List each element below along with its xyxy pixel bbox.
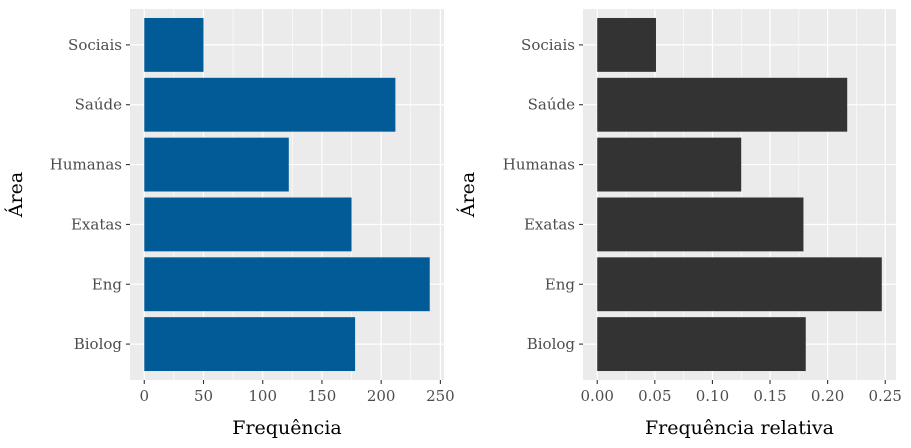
y-tick-label: Exatas	[71, 215, 122, 233]
x-axis: 0.00 0.05 0.10 0.15 0.20 0.25	[581, 380, 902, 405]
x-tick-label: 200	[367, 387, 396, 405]
y-tick-label: Biolog	[74, 335, 123, 353]
bar-exatas	[144, 197, 352, 252]
x-tick-label: 0.20	[811, 387, 844, 405]
bar-saúde	[144, 77, 396, 132]
y-axis-title: Área	[4, 172, 27, 218]
y-tick-label: Sociais	[521, 36, 575, 54]
x-axis-title: Frequência	[232, 417, 341, 439]
x-tick-label: 100	[248, 387, 277, 405]
bar-eng	[144, 257, 430, 312]
bar-eng	[597, 257, 882, 312]
bar-sociais	[144, 17, 204, 72]
bars	[144, 17, 430, 372]
y-tick-label: Saúde	[75, 96, 122, 114]
y-axis: Biolog Eng Exatas Humanas Saúde Sociais	[503, 36, 583, 353]
frequency-chart: Biolog Eng Exatas Humanas Saúde Sociais 0 50 10…	[4, 9, 455, 439]
bar-biolog	[144, 317, 356, 372]
y-axis-title: Área	[456, 172, 479, 218]
bar-biolog	[597, 317, 806, 372]
x-tick-label: 0.00	[581, 387, 614, 405]
x-axis-title: Frequência relativa	[645, 417, 834, 439]
y-tick-label: Humanas	[503, 156, 575, 174]
x-tick-label: 0.15	[753, 387, 786, 405]
x-tick-label: 250	[426, 387, 455, 405]
y-tick-label: Exatas	[524, 215, 575, 233]
x-tick-label: 0.10	[696, 387, 729, 405]
bars	[597, 17, 882, 372]
x-tick-label: 150	[308, 387, 337, 405]
x-axis: 0 50 100 150 200 250	[139, 380, 455, 405]
bar-humanas	[597, 137, 742, 192]
y-tick-label: Eng	[545, 275, 576, 293]
y-tick-label: Sociais	[68, 36, 122, 54]
bar-exatas	[597, 197, 804, 252]
x-tick-label: 0.05	[638, 387, 671, 405]
x-tick-label: 50	[194, 387, 213, 405]
x-tick-label: 0	[139, 387, 149, 405]
y-tick-label: Humanas	[50, 156, 122, 174]
bar-sociais	[597, 17, 656, 72]
x-tick-label: 0.25	[869, 387, 902, 405]
y-axis: Biolog Eng Exatas Humanas Saúde Sociais	[50, 36, 130, 353]
y-tick-label: Biolog	[527, 335, 576, 353]
y-tick-label: Eng	[92, 275, 123, 293]
bar-saúde	[597, 77, 848, 132]
bar-humanas	[144, 137, 289, 192]
y-tick-label: Saúde	[528, 96, 575, 114]
